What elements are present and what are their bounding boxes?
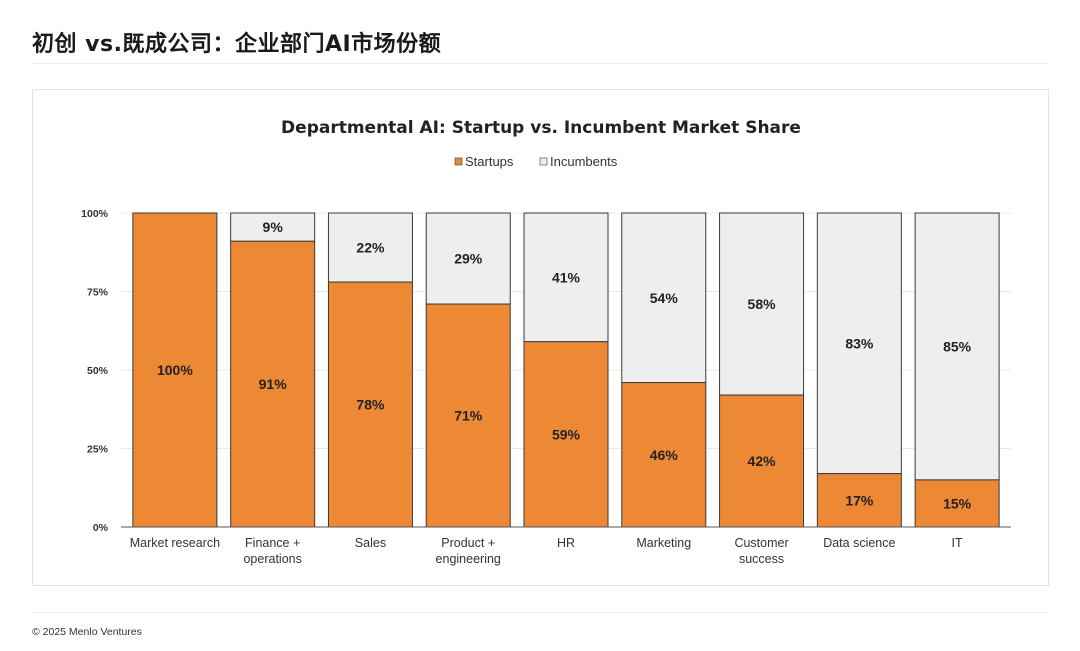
bars: 100% 91% 9% 78% 22% 71% 29% 59% 41% 46% 54% 42% 58% 1… — [132, 212, 1000, 528]
x-tick-label-line: Customer — [734, 536, 788, 550]
x-tick-label-line: Product + — [441, 536, 495, 550]
data-label-incumbents: 85% — [943, 338, 972, 354]
bar-startups — [327, 281, 413, 528]
x-tick-label-line: Marketing — [636, 536, 691, 550]
y-tick-label: 100% — [81, 208, 109, 220]
data-label-incumbents: 83% — [845, 335, 874, 351]
data-label-startups: 100% — [157, 362, 193, 378]
x-axis: Market research Finance + operations Sales P… — [121, 526, 1011, 566]
x-tick-label-line: HR — [557, 536, 575, 550]
data-label-startups: 17% — [845, 492, 874, 508]
bar-startups — [523, 341, 609, 528]
data-label-incumbents: 54% — [650, 290, 679, 306]
page-title: 初创 vs.既成公司：企业部门AI市场份额 — [32, 32, 442, 57]
bar-startups — [621, 382, 707, 528]
title-divider — [32, 63, 1049, 64]
x-tick-label-line: success — [739, 552, 784, 566]
data-label-startups: 42% — [748, 453, 777, 469]
x-tick-label: HR — [557, 536, 575, 550]
bar-incumbents — [621, 212, 707, 384]
bar-incumbents — [523, 212, 609, 343]
bar-startups — [132, 212, 218, 528]
x-tick-label: Market research — [130, 536, 220, 550]
legend-label-incumbents: Incumbents — [550, 154, 618, 169]
x-tick-label: Data science — [823, 536, 895, 550]
data-label-startups: 46% — [650, 447, 679, 463]
bar-startups — [914, 479, 1000, 528]
bar-startups — [425, 303, 511, 528]
x-tick-label-line: engineering — [436, 552, 501, 566]
legend-label-startups: Startups — [465, 154, 514, 169]
x-tick-label-line: Data science — [823, 536, 895, 550]
bar-incumbents — [425, 212, 511, 305]
x-tick-label-line: IT — [952, 536, 963, 550]
bar-incumbents — [816, 212, 902, 475]
y-tick-label: 0% — [93, 522, 109, 534]
copyright-footer: © 2025 Menlo Ventures — [32, 626, 142, 638]
y-tick-label: 50% — [87, 365, 109, 377]
bar-startups — [230, 240, 316, 528]
y-axis: 0% 25% 50% 75% 100% — [81, 208, 109, 534]
chart-legend: Startups Incumbents — [454, 154, 618, 169]
data-label-incumbents: 41% — [552, 269, 581, 285]
data-label-incumbents: 29% — [454, 251, 483, 267]
data-label-startups: 78% — [356, 397, 385, 413]
chart-card: Departmental AI: Startup vs. Incumbent M… — [32, 89, 1049, 586]
data-label-startups: 59% — [552, 426, 581, 442]
x-tick-label: Product + engineering — [436, 536, 501, 566]
data-label-startups: 71% — [454, 408, 483, 424]
bar-incumbents — [914, 212, 1000, 481]
x-tick-label: Customer success — [734, 536, 788, 566]
y-tick-label: 75% — [87, 287, 109, 299]
legend-swatch-incumbents — [539, 157, 548, 166]
x-tick-label: Marketing — [636, 536, 691, 550]
footer-divider — [32, 612, 1049, 613]
data-label-startups: 15% — [943, 495, 972, 511]
x-tick-label-line: Market research — [130, 536, 220, 550]
data-label-incumbents: 58% — [748, 296, 777, 312]
x-tick-label-line: Sales — [355, 536, 386, 550]
legend-swatch-startups — [454, 157, 463, 166]
x-tick-label: IT — [952, 536, 963, 550]
x-tick-label: Finance + operations — [243, 536, 301, 566]
data-label-incumbents: 9% — [263, 219, 284, 235]
bar-incumbents — [327, 212, 413, 283]
x-tick-label-line: operations — [243, 552, 301, 566]
data-label-incumbents: 22% — [356, 240, 385, 256]
bar-incumbents — [719, 212, 805, 396]
chart-title: Departmental AI: Startup vs. Incumbent M… — [281, 118, 801, 138]
x-tick-label: Sales — [355, 536, 386, 550]
data-label-startups: 91% — [259, 376, 288, 392]
stacked-bar-chart: Departmental AI: Startup vs. Incumbent M… — [81, 118, 1011, 566]
x-tick-label-line: Finance + — [245, 536, 300, 550]
y-tick-label: 25% — [87, 444, 109, 456]
bar-startups — [816, 473, 902, 528]
